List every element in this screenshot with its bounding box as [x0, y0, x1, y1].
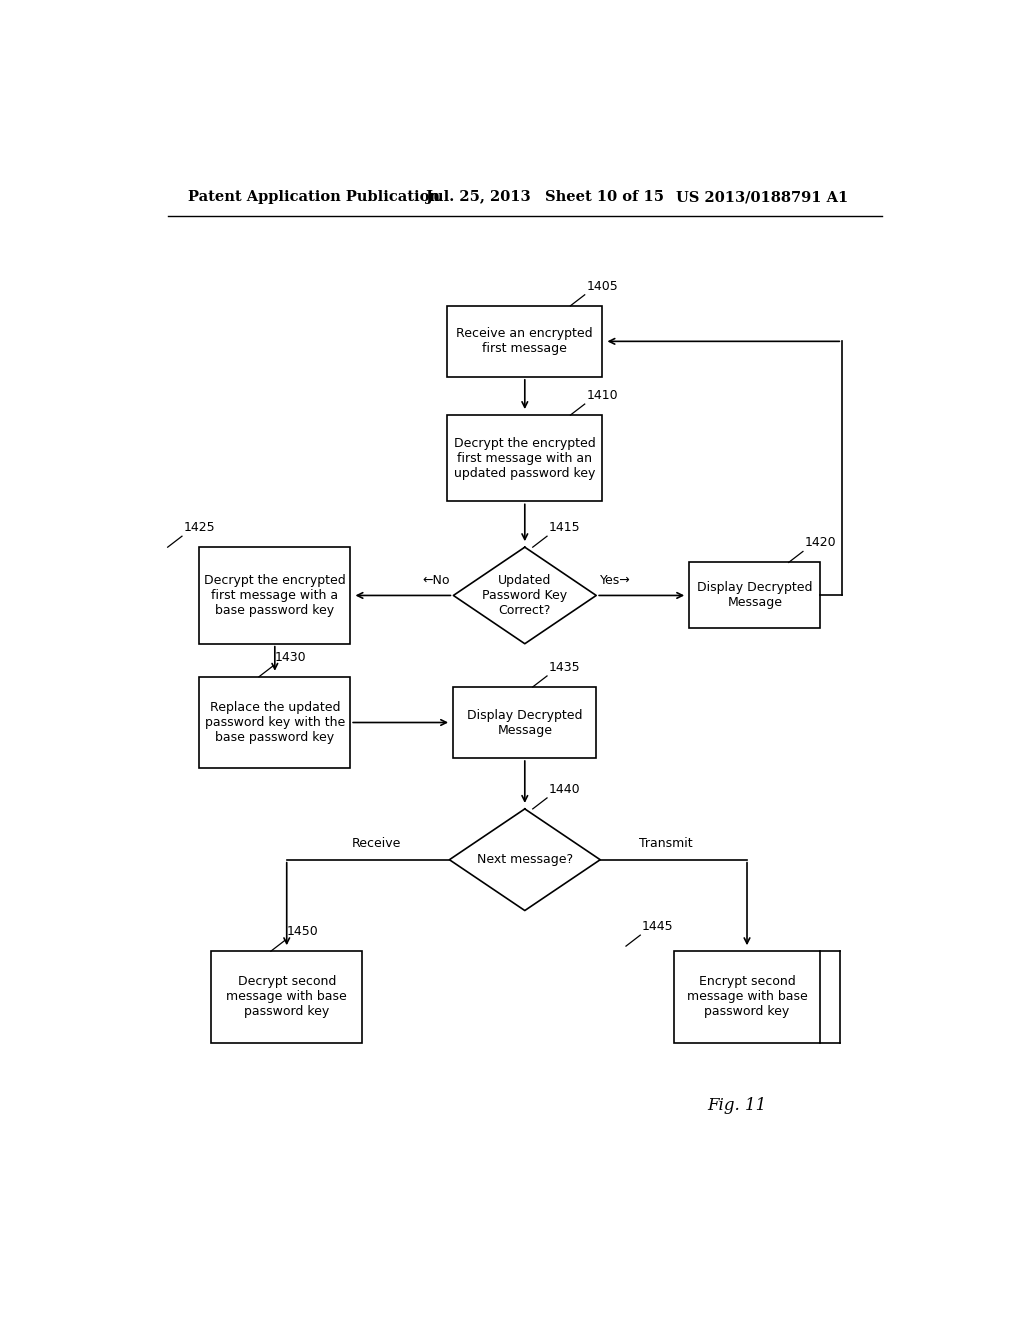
Text: Patent Application Publication: Patent Application Publication — [187, 190, 439, 205]
Text: 1420: 1420 — [805, 536, 837, 549]
Text: Replace the updated
password key with the
base password key: Replace the updated password key with th… — [205, 701, 345, 744]
Text: Next message?: Next message? — [477, 853, 572, 866]
Text: 1410: 1410 — [587, 389, 617, 403]
Text: Receive an encrypted
first message: Receive an encrypted first message — [457, 327, 593, 355]
Text: ←No: ←No — [422, 574, 450, 587]
Text: 1430: 1430 — [274, 651, 306, 664]
Text: 1425: 1425 — [183, 521, 215, 535]
Text: 1440: 1440 — [549, 783, 581, 796]
FancyBboxPatch shape — [200, 677, 350, 768]
Text: Yes→: Yes→ — [600, 574, 631, 587]
FancyBboxPatch shape — [447, 306, 602, 378]
Text: Display Decrypted
Message: Display Decrypted Message — [467, 709, 583, 737]
Text: Decrypt the encrypted
first message with an
updated password key: Decrypt the encrypted first message with… — [454, 437, 596, 479]
FancyBboxPatch shape — [674, 952, 820, 1043]
Text: 1415: 1415 — [549, 521, 581, 535]
FancyBboxPatch shape — [211, 952, 362, 1043]
Text: Decrypt the encrypted
first message with a
base password key: Decrypt the encrypted first message with… — [204, 574, 346, 616]
Text: Display Decrypted
Message: Display Decrypted Message — [697, 581, 813, 610]
Text: US 2013/0188791 A1: US 2013/0188791 A1 — [676, 190, 848, 205]
Text: 1405: 1405 — [587, 280, 618, 293]
Text: Jul. 25, 2013: Jul. 25, 2013 — [426, 190, 530, 205]
FancyBboxPatch shape — [454, 686, 596, 758]
Text: 1445: 1445 — [642, 920, 674, 933]
Text: Updated
Password Key
Correct?: Updated Password Key Correct? — [482, 574, 567, 616]
Text: Receive: Receive — [351, 837, 400, 850]
Text: Encrypt second
message with base
password key: Encrypt second message with base passwor… — [687, 975, 807, 1019]
Text: Decrypt second
message with base
password key: Decrypt second message with base passwor… — [226, 975, 347, 1019]
Text: Sheet 10 of 15: Sheet 10 of 15 — [545, 190, 664, 205]
FancyBboxPatch shape — [447, 414, 602, 502]
FancyBboxPatch shape — [689, 562, 820, 628]
FancyBboxPatch shape — [200, 548, 350, 644]
Text: Fig. 11: Fig. 11 — [708, 1097, 767, 1114]
Text: Transmit: Transmit — [639, 837, 692, 850]
Text: 1435: 1435 — [549, 661, 581, 675]
Text: 1450: 1450 — [287, 925, 318, 939]
